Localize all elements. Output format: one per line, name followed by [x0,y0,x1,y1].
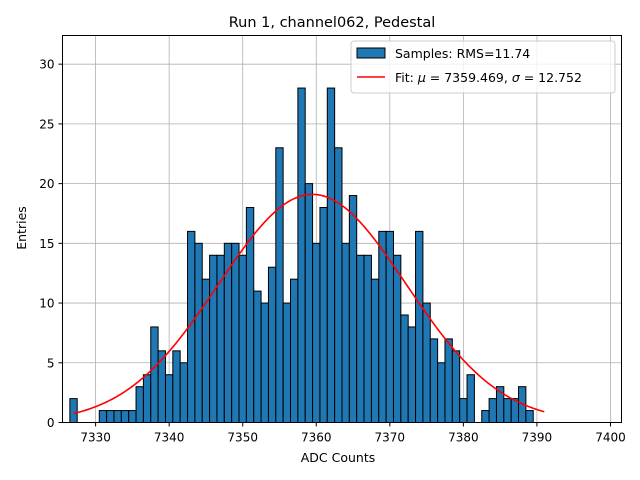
histogram-bar [525,410,534,423]
y-axis-ticks: 0 5 10 15 20 25 30 [39,58,63,430]
histogram-bar [201,278,211,423]
histogram-bar [488,398,497,424]
histogram-bar [231,242,240,423]
x-tick-label: 7340 [154,431,185,445]
histogram-bar [267,266,277,423]
legend-samples-swatch [356,47,386,59]
histogram-bar [164,374,174,424]
y-tick-label: 20 [39,177,54,191]
histogram-bar [334,147,343,423]
histogram-bar [370,278,380,423]
histogram-bar [422,302,431,423]
legend-fit-label: Fit: μ = 7359.469, σ = 12.752 [395,70,582,85]
y-tick-label: 25 [39,117,54,131]
y-tick-label: 30 [39,58,54,72]
x-tick-label: 7360 [301,431,332,445]
histogram-bar [429,338,439,423]
histogram-bar [466,374,475,424]
y-axis-label: Entries [14,206,29,250]
x-tick-label: 7330 [80,431,111,445]
gaussian-fit-curve [73,193,545,415]
histogram-bar [282,302,292,423]
histogram-bar [400,314,409,423]
histogram-bar [179,362,189,423]
histogram-bar [120,410,130,423]
x-axis-ticks: 7330 7340 7350 7360 7370 7380 7390 7400 [80,422,626,445]
legend-samples-label: Samples: RMS=11.74 [395,46,530,61]
histogram-bar [142,374,152,424]
legend-sigma-value: = 12.752 [520,70,582,85]
x-tick-label: 7350 [227,431,258,445]
histogram-bar [503,398,512,424]
histogram-bar [297,87,306,424]
histogram-bar [260,302,269,423]
histogram-bar [128,410,137,423]
x-tick-label: 7390 [522,431,553,445]
histogram-bar [363,254,372,423]
histogram-bar [407,326,417,424]
histogram-bar [415,230,424,423]
histogram-bar [304,183,314,423]
histogram-bar [290,278,299,423]
histogram-bar [444,338,453,423]
histogram-bar [348,195,358,423]
histogram-bar [392,254,402,423]
histogram-bar [437,362,446,423]
y-tick-label: 10 [39,297,54,311]
histogram-bar [378,230,387,423]
histogram-bar [481,410,490,423]
histogram-bar [312,242,321,423]
legend-frame [350,40,616,94]
x-tick-label: 7380 [448,431,479,445]
x-tick-label: 7370 [375,431,406,445]
legend-sigma-symbol: σ [512,70,521,85]
histogram-bar [172,350,181,424]
histogram-bar [194,242,203,423]
y-tick-label: 5 [47,356,55,370]
histogram-bar [150,326,159,424]
histogram-bar [319,207,328,423]
histogram-bar [326,87,336,424]
x-tick-label: 7400 [595,431,626,445]
x-axis-label: ADC Counts [301,450,376,465]
legend: Samples: RMS=11.74 Fit: μ = 7359.469, σ … [350,40,616,94]
legend-mu-symbol: μ [417,70,426,85]
histogram-bar [341,242,350,423]
histogram-bar [275,147,284,423]
histogram-bar [69,398,78,424]
histogram-bar [459,398,468,424]
plot-frame [62,35,622,423]
histogram-bar [113,410,122,423]
histogram-bar [98,410,108,423]
histogram-bar [253,290,262,423]
y-tick-label: 0 [47,416,55,430]
y-tick-label: 15 [39,237,54,251]
histogram-bar [135,386,144,423]
histogram-bar [238,254,247,423]
histogram-bar [451,350,461,424]
chart-title: Run 1, channel062, Pedestal [229,15,436,31]
legend-fit-prefix: Fit: [395,70,418,85]
histogram-bar [106,410,115,423]
legend-mu-value: = 7359.469, [426,70,512,85]
histogram-bar [356,254,365,423]
histogram-bar [209,254,218,423]
